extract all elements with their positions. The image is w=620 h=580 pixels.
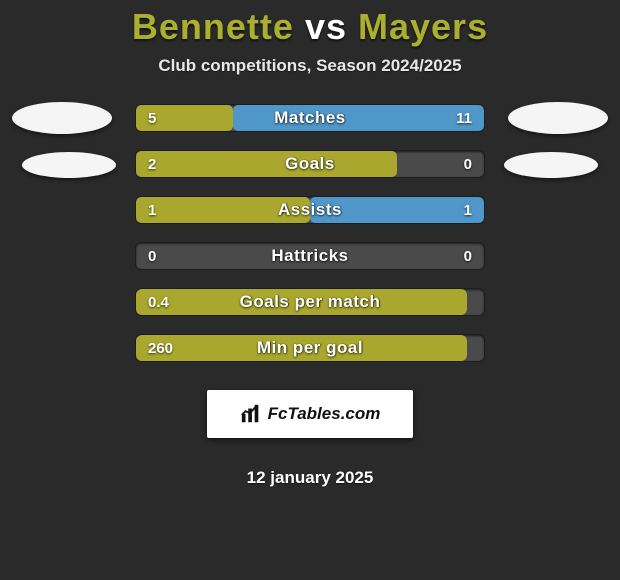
stat-fill-left bbox=[136, 105, 233, 131]
team-badge-right bbox=[508, 102, 608, 134]
stat-value-left: 0 bbox=[148, 243, 156, 269]
logo-text: FcTables.com bbox=[268, 404, 381, 424]
subtitle: Club competitions, Season 2024/2025 bbox=[158, 56, 461, 76]
stat-value-right: 0 bbox=[464, 151, 472, 177]
team-badge-left bbox=[12, 102, 112, 134]
stat-row: 260Min per goal bbox=[135, 334, 485, 362]
fctables-logo-card: FcTables.com bbox=[207, 390, 413, 438]
stat-fill-left bbox=[136, 289, 467, 315]
team-badge-left-sub bbox=[22, 152, 116, 178]
stat-value-right: 0 bbox=[464, 243, 472, 269]
stat-row: 0.4Goals per match bbox=[135, 288, 485, 316]
stat-row: 11Assists bbox=[135, 196, 485, 224]
vs-separator: vs bbox=[305, 6, 347, 47]
date-text: 12 january 2025 bbox=[247, 468, 374, 488]
stat-label: Hattricks bbox=[136, 243, 484, 269]
stat-row: 20Goals bbox=[135, 150, 485, 178]
stat-fill-right bbox=[233, 105, 484, 131]
player2-name: Mayers bbox=[358, 6, 488, 47]
stat-row: 511Matches bbox=[135, 104, 485, 132]
stat-fill-left bbox=[136, 197, 310, 223]
comparison-title: Bennette vs Mayers bbox=[132, 6, 488, 48]
stat-fill-left bbox=[136, 151, 397, 177]
team-badge-right-sub bbox=[504, 152, 598, 178]
stat-fill-left bbox=[136, 335, 467, 361]
stat-row: 0 0Hattricks bbox=[135, 242, 485, 270]
stats-stage: 511Matches20Goals11Assists00Hattricks0.4… bbox=[0, 104, 620, 488]
stat-fill-right bbox=[310, 197, 484, 223]
bars-icon bbox=[240, 403, 262, 425]
player1-name: Bennette bbox=[132, 6, 294, 47]
